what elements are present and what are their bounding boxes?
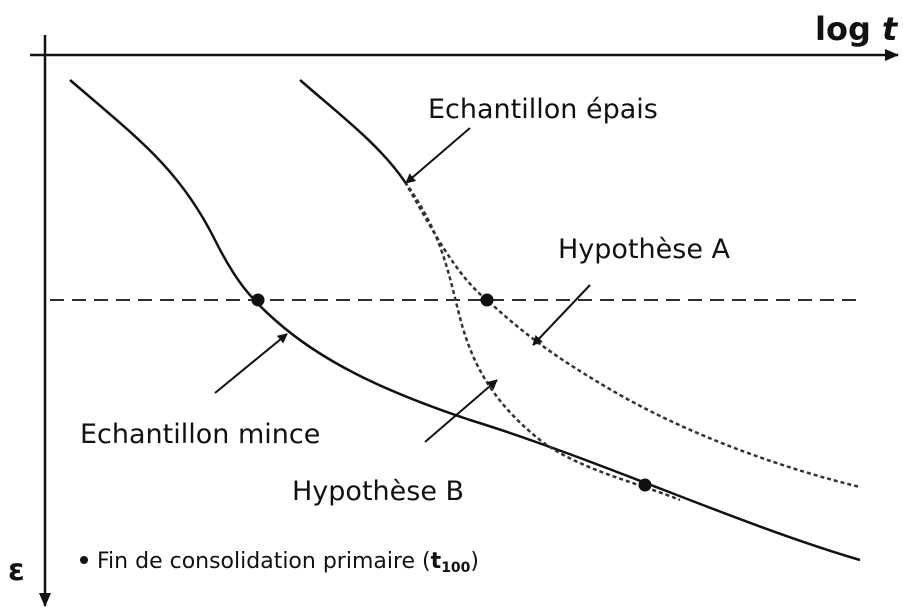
arrow [214, 333, 288, 394]
hypothesis-b-label: Hypothèse B [292, 476, 464, 507]
arrow [405, 127, 471, 184]
thick-sample-curve [299, 79, 407, 183]
thin-sample-curve [69, 79, 861, 562]
hypothesis-b-curve [403, 181, 681, 502]
hypothesis-a-label: Hypothèse A [558, 234, 731, 265]
end-point [251, 293, 265, 307]
arrow [532, 284, 591, 346]
arrow [424, 379, 498, 443]
x-axis-label: log t [815, 10, 899, 48]
end-point [480, 293, 494, 307]
hypothesis-a-curve [403, 181, 861, 489]
legend-marker [80, 556, 88, 564]
thin-sample-label: Echantillon mince [80, 419, 320, 450]
legend-text: Fin de consolidation primaire (t100) [97, 549, 479, 576]
thick-sample-label: Echantillon épais [428, 94, 658, 125]
y-axis-label: ε [8, 553, 25, 588]
end-point [638, 478, 652, 492]
